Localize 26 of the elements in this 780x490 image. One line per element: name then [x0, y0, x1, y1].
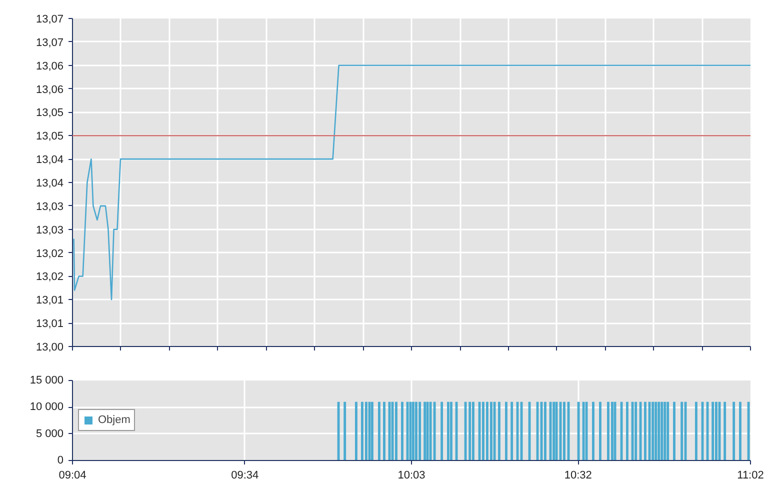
- x-tick-label: 10:32: [564, 470, 592, 482]
- line-series: [73, 64, 750, 300]
- y-tick-label: 13,06: [36, 60, 64, 72]
- y-tick-label: 5 000: [36, 428, 64, 440]
- y-tick-label: 13,06: [36, 84, 64, 96]
- y-tick-label: 0: [57, 454, 64, 466]
- y-tick-label: 13,07: [36, 14, 64, 26]
- y-tick-label: 13,04: [36, 178, 64, 190]
- y-tick-label: 13,02: [36, 271, 64, 284]
- y-tick-label: 13,03: [36, 224, 64, 236]
- x-tick-label: 09:34: [231, 470, 259, 482]
- legend-label: Objem: [98, 414, 130, 426]
- y-tick-label: 13,02: [36, 248, 64, 260]
- x-tick-label: 09:04: [58, 470, 86, 482]
- y-tick-label: 13,07: [36, 36, 64, 49]
- y-tick-label: 13,03: [36, 200, 64, 213]
- x-tick-label: 10:03: [398, 470, 426, 482]
- y-tick-label: 13,05: [36, 107, 64, 120]
- y-tick-label: 13,05: [36, 130, 64, 143]
- x-tick-label: 11:02: [737, 470, 764, 482]
- y-tick-label: 10 000: [30, 401, 64, 414]
- y-tick-label: 13,01: [36, 294, 64, 307]
- y-tick-label: 15 000: [30, 374, 64, 386]
- y-tick-label: 13,04: [36, 154, 64, 166]
- y-tick-label: 13,01: [36, 318, 64, 330]
- y-tick-label: 13,00: [36, 342, 64, 354]
